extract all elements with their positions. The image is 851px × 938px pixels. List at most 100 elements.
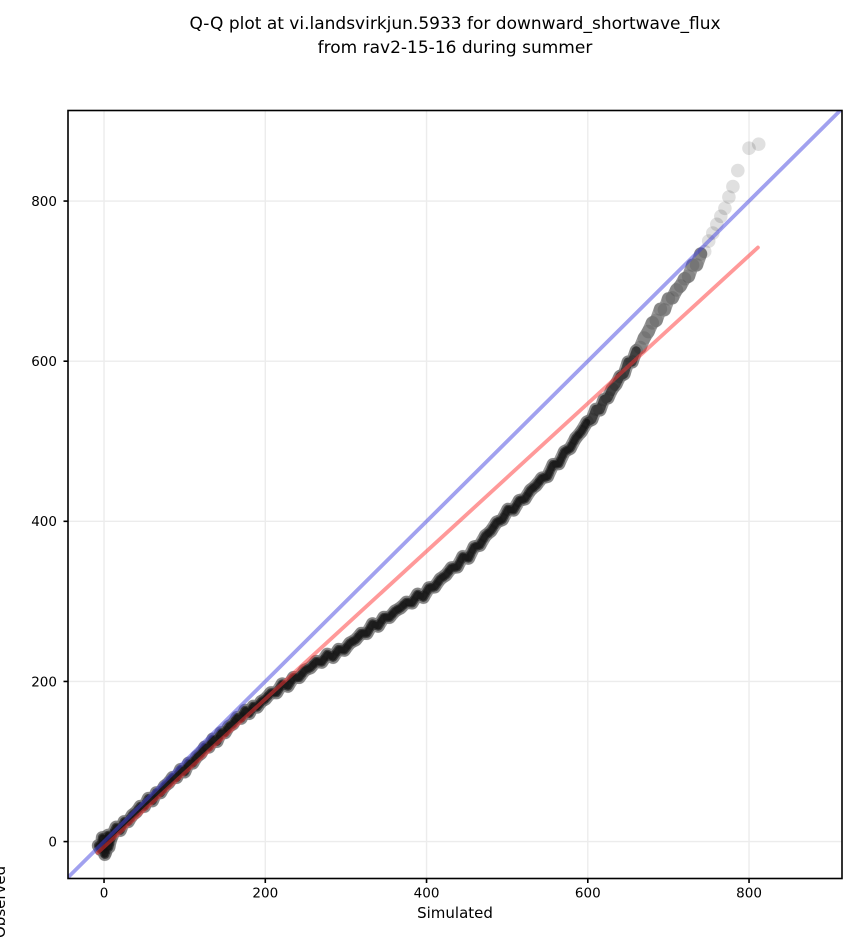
scatter-point xyxy=(589,402,603,417)
scatter-point xyxy=(540,469,555,484)
x-axis-label: Simulated xyxy=(417,904,493,922)
reference-lines-layer xyxy=(68,110,842,879)
scatter-point xyxy=(433,572,448,586)
scatter-point xyxy=(714,209,728,224)
scatter-point xyxy=(393,601,408,615)
scatter-point xyxy=(495,512,510,527)
scatter-point xyxy=(388,604,402,618)
x-tick-label-4: 800 xyxy=(736,886,762,902)
scatter-point xyxy=(593,403,607,417)
fit-line xyxy=(95,245,760,855)
scatter-point xyxy=(726,179,740,194)
scatter-point xyxy=(585,412,599,427)
scatter-point xyxy=(314,655,329,669)
scatter-point xyxy=(461,551,476,565)
scatter-point xyxy=(410,587,425,601)
y-tick-label-4: 800 xyxy=(31,194,57,210)
x-tick-label-2: 400 xyxy=(414,886,440,902)
scatter-point xyxy=(649,313,664,328)
scatter-point xyxy=(718,201,732,216)
x-tick-label-3: 600 xyxy=(575,886,601,902)
scatter-point xyxy=(439,568,453,582)
scatter-point xyxy=(326,650,340,665)
scatter-point xyxy=(568,431,583,445)
tick-layer: 0 200 400 600 800 0 200 400 600 800 xyxy=(31,194,762,902)
scatter-point xyxy=(529,478,543,493)
scatter-point xyxy=(552,456,566,471)
scatter-point xyxy=(320,647,335,661)
scatter-point xyxy=(557,444,572,459)
y-tick-label-2: 400 xyxy=(31,514,57,530)
scatter-point xyxy=(669,283,684,297)
scatter-point xyxy=(218,725,232,740)
identity-line xyxy=(68,110,842,879)
scatter-point xyxy=(731,163,745,178)
chart-title-line2: from rav2-15-16 during summer xyxy=(317,38,593,58)
scatter-point xyxy=(337,643,352,657)
scatter-point xyxy=(665,291,680,305)
scatter-point xyxy=(661,291,676,306)
grid-layer xyxy=(68,110,842,879)
scatter-point xyxy=(563,441,577,456)
scatter-point xyxy=(601,391,615,405)
scatter-point xyxy=(597,392,611,407)
scatter-point xyxy=(303,661,318,675)
scatter-point xyxy=(456,549,470,564)
scatter-point xyxy=(574,424,589,439)
x-tick-label-1: 200 xyxy=(252,886,278,902)
scatter-point xyxy=(512,493,527,508)
scatter-point xyxy=(653,302,668,316)
scatter-density-band-core xyxy=(95,418,591,858)
scatter-point xyxy=(478,528,493,543)
scatter-point xyxy=(234,711,248,726)
scatter-point xyxy=(405,596,419,610)
scatter-point xyxy=(427,580,442,594)
scatter-point xyxy=(348,633,363,647)
scatter-point xyxy=(677,271,692,286)
scatter-point xyxy=(354,626,369,641)
scatter-point xyxy=(657,303,672,317)
y-tick-label-3: 600 xyxy=(31,354,57,370)
scatter-point xyxy=(641,324,656,339)
scatter-point xyxy=(399,595,414,609)
scatter-point xyxy=(637,331,651,345)
scatter-point xyxy=(371,619,386,633)
x-tick-label-0: 0 xyxy=(100,886,109,902)
scatter-point xyxy=(473,538,487,553)
chart-title: Q-Q plot at vi.landsvirkjun.5933 for dow… xyxy=(60,12,850,60)
scatter-point xyxy=(416,590,431,605)
scatter-point xyxy=(580,415,594,429)
scatter-points-layer xyxy=(91,137,766,862)
scatter-point xyxy=(617,367,631,381)
scatter-point xyxy=(722,190,736,204)
scatter-point xyxy=(365,617,380,631)
scatter-point xyxy=(331,642,346,657)
scatter-point xyxy=(681,269,696,284)
scatter-point xyxy=(343,636,357,650)
scatter-point xyxy=(523,483,538,497)
scatter-point xyxy=(673,279,688,293)
scatter-point xyxy=(450,560,465,574)
scatter-point xyxy=(506,503,521,517)
scatter-point xyxy=(377,610,391,625)
axes-spines xyxy=(67,109,843,880)
scatter-point xyxy=(489,515,504,529)
scatter-point xyxy=(360,626,374,641)
scatter-point xyxy=(121,814,135,829)
chart-title-line1: Q-Q plot at vi.landsvirkjun.5933 for dow… xyxy=(189,14,721,34)
scatter-point xyxy=(535,471,549,485)
scatter-point xyxy=(382,610,397,625)
scatter-point xyxy=(518,492,532,506)
scatter-point xyxy=(467,540,481,554)
scatter-point xyxy=(742,141,756,155)
scatter-point xyxy=(751,137,766,151)
scatter-point xyxy=(202,740,216,754)
scatter-point xyxy=(292,670,307,685)
scatter-point xyxy=(501,502,515,517)
scatter-point xyxy=(444,561,459,575)
scatter-point xyxy=(422,581,436,595)
scatter-point xyxy=(689,258,704,272)
scatter-point xyxy=(246,699,260,714)
scatter-point xyxy=(706,226,720,240)
